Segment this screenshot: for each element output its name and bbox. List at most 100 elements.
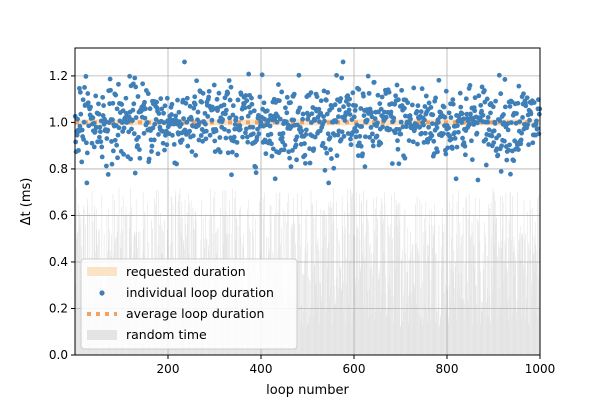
loop-duration-point	[312, 118, 318, 123]
random-time-bar	[313, 218, 315, 355]
random-time-bar	[434, 203, 436, 355]
random-time-bar	[350, 189, 351, 355]
loop-duration-point	[154, 99, 160, 105]
random-time-bar	[458, 190, 459, 355]
loop-duration-point	[270, 146, 276, 152]
loop-duration-point	[336, 107, 342, 113]
random-time-bar	[508, 220, 510, 355]
random-time-bar	[440, 315, 442, 355]
random-time-bar	[312, 268, 313, 355]
random-time-bar	[352, 193, 353, 355]
random-time-bar	[397, 225, 398, 355]
loop-duration-point	[274, 119, 280, 125]
loop-duration-point	[398, 131, 404, 137]
random-time-bar	[503, 282, 504, 355]
loop-duration-point	[248, 110, 253, 115]
loop-duration-point	[113, 92, 119, 98]
loop-duration-point	[171, 142, 177, 147]
random-time-bar	[389, 288, 391, 355]
random-time-bar	[385, 275, 386, 355]
loop-duration-point	[462, 143, 468, 149]
loop-duration-point	[192, 101, 198, 107]
random-time-bar	[516, 322, 517, 355]
legend-label-random-time: random time	[126, 327, 207, 342]
random-time-bar	[441, 266, 443, 355]
random-time-bar	[521, 318, 522, 355]
random-time-bar	[304, 247, 306, 355]
loop-duration-point	[418, 109, 424, 115]
y-axis-label: Δt (ms)	[19, 178, 34, 226]
random-time-bar	[535, 244, 536, 355]
loop-duration-point	[198, 133, 204, 138]
random-time-bar	[466, 216, 467, 355]
random-time-bar	[430, 320, 431, 355]
random-time-bar	[473, 244, 474, 355]
loop-duration-point	[213, 128, 219, 134]
legend: requested duration individual loop durat…	[80, 258, 298, 350]
random-time-bar	[424, 303, 426, 355]
random-time-bar	[346, 257, 348, 355]
loop-duration-point	[316, 106, 322, 112]
loop-duration-point	[450, 101, 456, 107]
random-time-bar	[458, 272, 460, 355]
loop-duration-point	[395, 138, 400, 144]
loop-duration-point	[411, 85, 417, 91]
loop-duration-point	[475, 177, 481, 183]
loop-duration-point	[191, 105, 197, 111]
random-time-bar	[444, 317, 445, 355]
random-time-bar	[381, 294, 383, 355]
random-time-bar	[297, 193, 298, 355]
loop-duration-point	[299, 128, 305, 134]
random-time-bar	[393, 191, 395, 355]
loop-duration-point	[322, 167, 328, 173]
random-time-bar	[330, 234, 332, 355]
loop-duration-point	[339, 129, 345, 135]
loop-duration-point	[156, 132, 161, 137]
random-time-bar	[388, 275, 390, 355]
loop-duration-point	[374, 133, 380, 139]
loop-duration-point	[394, 82, 400, 88]
random-time-bar	[322, 210, 324, 355]
loop-duration-point	[469, 157, 475, 163]
random-time-bar	[409, 257, 411, 355]
random-time-bar	[460, 298, 461, 355]
random-time-bar	[476, 304, 477, 355]
random-time-bar	[463, 302, 465, 355]
random-time-bar	[413, 283, 415, 355]
loop-duration-point	[302, 152, 308, 158]
loop-duration-point	[162, 103, 168, 109]
random-time-bar	[433, 235, 435, 355]
random-time-bar	[410, 251, 412, 355]
loop-duration-point	[261, 100, 267, 106]
loop-duration-point	[303, 160, 308, 166]
random-time-bar	[357, 298, 359, 355]
random-time-bar	[379, 267, 381, 355]
random-time-bar	[386, 315, 387, 355]
loop-duration-point	[237, 123, 243, 129]
random-time-bar	[512, 196, 513, 355]
random-time-bar	[472, 324, 474, 355]
loop-duration-point	[443, 151, 449, 157]
x-tick-label: 1000	[525, 362, 556, 376]
random-time-bar	[353, 234, 354, 355]
random-time-bar	[424, 218, 425, 355]
loop-duration-point	[280, 131, 286, 136]
loop-duration-point	[104, 136, 110, 141]
x-tick-label: 600	[343, 362, 366, 376]
loop-duration-point	[141, 130, 147, 136]
random-time-bar	[450, 267, 452, 355]
random-time-bar	[499, 288, 501, 355]
loop-duration-point	[511, 158, 517, 164]
loop-duration-point	[98, 139, 104, 145]
loop-duration-point	[243, 93, 249, 98]
random-time-bar	[343, 232, 345, 355]
loop-duration-point	[370, 143, 376, 149]
loop-duration-point	[110, 148, 116, 154]
random-time-bar	[359, 193, 360, 355]
loop-duration-point	[115, 155, 120, 161]
random-time-bar	[538, 195, 540, 355]
loop-duration-point	[169, 101, 175, 107]
loop-duration-point	[371, 79, 377, 85]
random-time-bar	[478, 234, 480, 355]
loop-duration-point	[133, 84, 139, 90]
